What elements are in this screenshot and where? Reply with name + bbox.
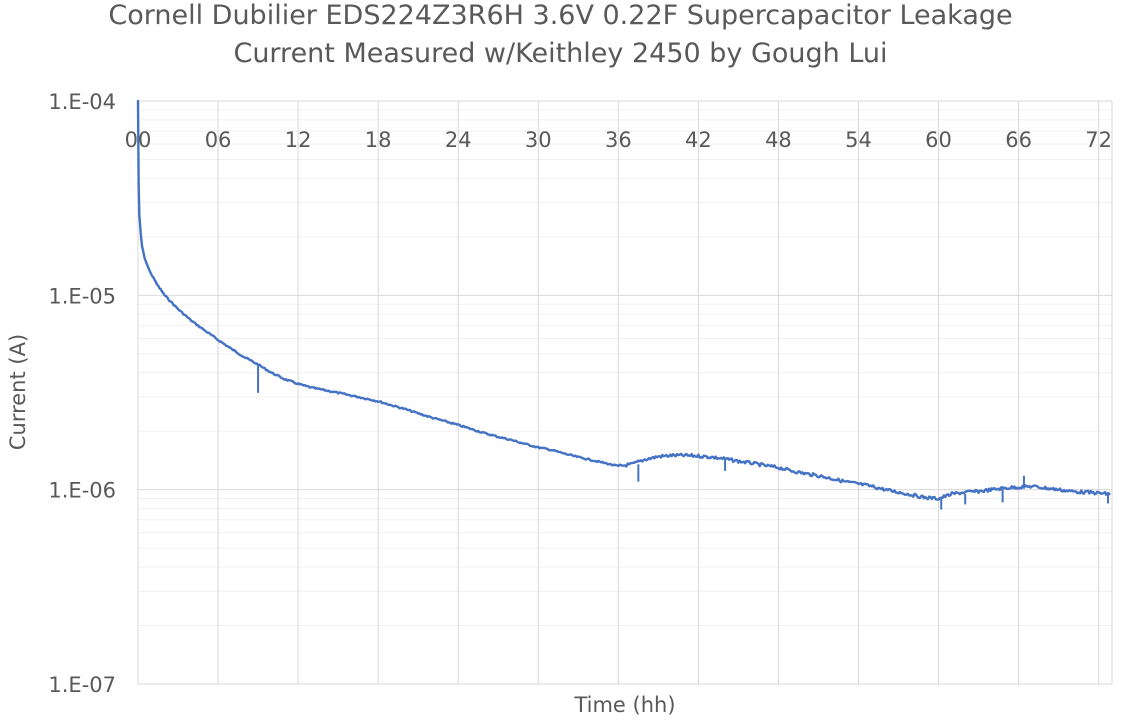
x-tick-label: 36 [605,128,632,152]
y-tick-label: 1.E-05 [48,284,116,308]
x-tick-label: 48 [765,128,792,152]
major-gridlines [137,100,1113,685]
current-series-line [136,99,1111,501]
x-tick-label: 54 [845,128,872,152]
x-tick-label: 72 [1085,128,1112,152]
y-axis-ticks: 1.E-04 1.E-05 1.E-06 1.E-07 [48,90,116,697]
y-axis-title: Current (A) [6,334,30,450]
minor-gridlines [138,109,1112,626]
x-tick-label: 60 [925,128,952,152]
x-tick-label: 30 [525,128,552,152]
x-axis-title: Time (hh) [573,693,675,717]
y-tick-label: 1.E-06 [48,479,116,503]
x-tick-label: 00 [125,128,152,152]
y-tick-label: 1.E-04 [48,90,116,114]
x-tick-label: 66 [1005,128,1032,152]
x-tick-label: 12 [285,128,312,152]
chart-title-line-1: Cornell Dubilier EDS224Z3R6H 3.6V 0.22F … [108,0,1013,31]
x-tick-label: 42 [685,128,712,152]
x-tick-label: 18 [365,128,392,152]
series-layer [136,99,1111,510]
chart-title-line-2: Current Measured w/Keithley 2450 by Goug… [233,38,888,69]
x-axis-ticks: 00 06 12 18 24 30 36 42 48 54 60 66 72 [125,128,1112,152]
y-tick-label: 1.E-07 [48,673,116,697]
x-tick-label: 24 [445,128,472,152]
x-tick-label: 06 [205,128,232,152]
